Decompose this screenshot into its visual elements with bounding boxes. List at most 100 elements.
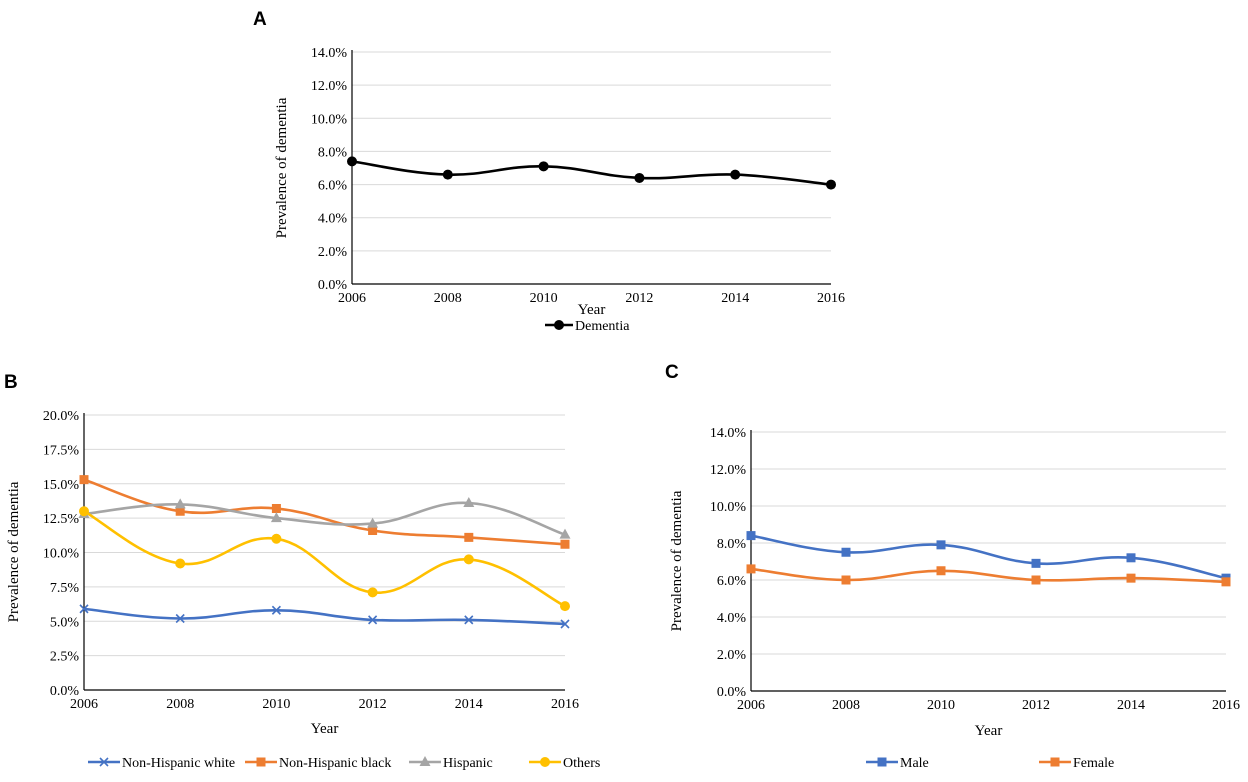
y-tick-label: 2.0% xyxy=(717,648,747,663)
y-tick-label: 14.0% xyxy=(311,46,348,61)
legend-label: Hispanic xyxy=(443,756,493,771)
y-tick-label: 12.0% xyxy=(311,79,348,94)
data-point xyxy=(841,575,851,585)
legend-marker xyxy=(540,757,550,767)
data-point xyxy=(79,604,89,614)
data-point xyxy=(175,558,186,569)
y-tick-label: 0.0% xyxy=(50,684,80,699)
series-line-non-hispanic-black xyxy=(83,478,566,546)
legend-item: Male xyxy=(866,756,929,771)
data-point xyxy=(442,169,453,180)
data-point xyxy=(826,179,836,190)
y-tick-label: 20.0% xyxy=(43,409,80,424)
x-tick-label: 2008 xyxy=(434,291,462,306)
data-point xyxy=(560,601,570,612)
x-tick-label: 2016 xyxy=(817,291,845,306)
legend-label: Dementia xyxy=(575,319,630,334)
data-point xyxy=(463,554,474,565)
y-tick-label: 4.0% xyxy=(717,611,747,626)
x-axis-title: Year xyxy=(578,302,606,318)
legend-item: Female xyxy=(1039,756,1114,771)
x-tick-label: 2010 xyxy=(530,291,558,306)
y-tick-label: 5.0% xyxy=(50,615,80,630)
y-tick-label: 8.0% xyxy=(717,537,747,552)
y-tick-label: 10.0% xyxy=(43,547,80,562)
panel-a-letter: A xyxy=(253,9,267,30)
x-tick-label: 2010 xyxy=(927,698,955,713)
data-point xyxy=(1126,553,1136,563)
panel-a: A 0.0% 2.0% 4.0% 6.0% 8.0% 10.0% 12.0% 14.0% 200… xyxy=(253,9,845,334)
y-tick-label: 17.5% xyxy=(43,443,80,458)
data-point xyxy=(841,547,851,557)
data-point xyxy=(270,512,282,523)
data-point xyxy=(271,605,281,615)
y-tick-label: 10.0% xyxy=(710,500,747,515)
series-line-others xyxy=(83,510,566,608)
data-point xyxy=(347,156,357,167)
legend-label: Others xyxy=(563,756,600,771)
data-point xyxy=(271,504,281,513)
data-point xyxy=(368,615,378,625)
x-tick-label: 2016 xyxy=(1212,698,1240,713)
y-tick-label: 4.0% xyxy=(318,212,348,227)
data-point xyxy=(936,566,946,576)
data-point xyxy=(746,531,756,541)
x-tick-label: 2008 xyxy=(166,697,194,712)
data-point xyxy=(560,619,570,629)
data-point xyxy=(634,172,645,183)
data-point xyxy=(368,526,378,535)
data-point xyxy=(464,532,474,542)
data-point xyxy=(746,564,756,574)
series-line-male xyxy=(750,534,1227,580)
legend-item: Non-Hispanic white xyxy=(88,756,235,771)
legend-marker xyxy=(554,320,564,330)
x-tick-label: 2012 xyxy=(1022,698,1050,713)
data-point xyxy=(936,540,946,550)
y-tick-label: 7.5% xyxy=(50,581,80,596)
data-point xyxy=(174,498,186,509)
data-point xyxy=(559,528,571,539)
x-tick-label: 2014 xyxy=(1117,698,1145,713)
data-point xyxy=(79,506,89,517)
panel-b: B 0.0% 2.5% 5.0% 7.5% 10.0% 12.5% 15.0% 17.5% 20… xyxy=(4,372,600,771)
x-tick-label: 2016 xyxy=(551,697,579,712)
y-tick-label: 12.0% xyxy=(710,463,747,478)
y-axis-title: Prevalence of dementia xyxy=(6,481,22,622)
x-tick-label: 2010 xyxy=(262,697,290,712)
data-point xyxy=(367,587,378,598)
y-tick-label: 0.0% xyxy=(318,278,348,293)
data-point xyxy=(1221,577,1231,587)
y-tick-label: 2.0% xyxy=(318,245,348,260)
x-tick-label: 2014 xyxy=(455,697,483,712)
y-tick-label: 0.0% xyxy=(717,685,747,700)
y-tick-label: 14.0% xyxy=(710,426,747,441)
data-point xyxy=(730,169,741,180)
data-point xyxy=(175,506,185,516)
series-line-hispanic xyxy=(83,501,566,536)
series-line-non-hispanic-white xyxy=(83,607,566,626)
data-point xyxy=(560,539,570,549)
legend-label: Non-Hispanic white xyxy=(122,756,235,771)
y-tick-label: 6.0% xyxy=(717,574,747,589)
legend-label: Non-Hispanic black xyxy=(279,756,391,771)
x-tick-label: 2012 xyxy=(359,697,387,712)
x-axis-title: Year xyxy=(311,721,339,737)
data-point xyxy=(175,613,185,624)
panel-c: C 0.0% 2.0% 4.0% 6.0% 8.0% 10.0% 12.0% 14.0% 200… xyxy=(665,362,1240,771)
legend-marker xyxy=(256,757,266,767)
panel-c-letter: C xyxy=(665,362,679,383)
y-tick-label: 2.5% xyxy=(50,650,80,665)
data-point xyxy=(464,615,474,625)
panel-b-letter: B xyxy=(4,372,18,393)
x-axis-title: Year xyxy=(975,723,1003,739)
y-tick-label: 10.0% xyxy=(311,112,348,127)
x-tick-label: 2014 xyxy=(721,291,749,306)
series-line-female xyxy=(750,567,1227,584)
x-tick-label: 2006 xyxy=(70,697,98,712)
x-tick-label: 2006 xyxy=(737,698,765,713)
x-tick-label: 2008 xyxy=(832,698,860,713)
legend-marker xyxy=(419,756,431,766)
data-point xyxy=(463,497,475,507)
data-point xyxy=(1126,573,1136,583)
